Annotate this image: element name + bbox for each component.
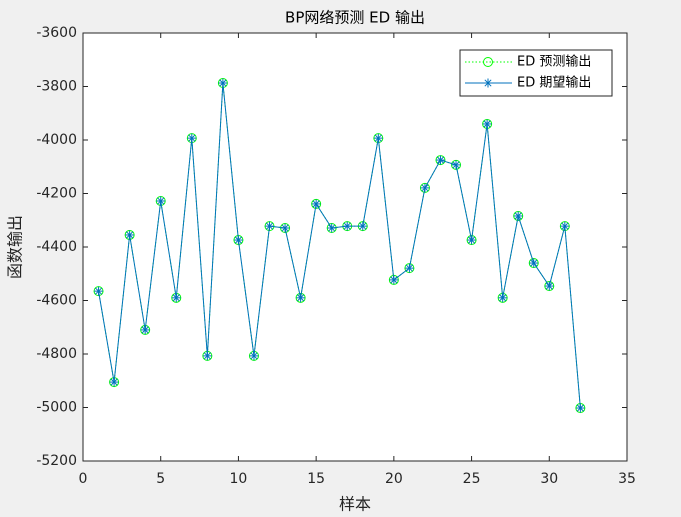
marker: [404, 263, 414, 273]
marker-stroke: [312, 200, 320, 208]
marker: [373, 133, 383, 143]
x-tick-label: 10: [230, 471, 248, 487]
y-tick-label: -5200: [36, 453, 77, 469]
marker: [327, 223, 337, 233]
marker-stroke: [374, 134, 382, 142]
marker: [218, 78, 228, 88]
marker: [482, 119, 492, 129]
legend: ED 预测输出 ED 期望输出: [459, 49, 613, 97]
marker: [575, 403, 585, 413]
x-tick-label: 5: [156, 471, 165, 487]
marker-stroke: [405, 264, 413, 272]
marker-stroke: [250, 352, 258, 360]
marker: [94, 286, 104, 296]
marker-stroke: [297, 294, 305, 302]
marker: [296, 293, 306, 303]
marker: [233, 235, 243, 245]
marker-stroke: [219, 79, 227, 87]
marker-stroke: [452, 161, 460, 169]
x-tick-label: 35: [618, 471, 636, 487]
marker-stroke: [188, 134, 196, 142]
y-tick-label: -4400: [36, 239, 77, 255]
x-tick-label: 20: [385, 471, 403, 487]
marker-stroke: [576, 404, 584, 412]
marker-stroke: [203, 352, 211, 360]
marker: [171, 293, 181, 303]
marker-stroke: [514, 212, 522, 220]
marker-stroke: [281, 224, 289, 232]
marker-stroke: [265, 222, 274, 230]
marker-stroke: [359, 222, 367, 230]
marker: [529, 258, 539, 268]
marker: [544, 281, 554, 291]
marker-stroke: [390, 276, 398, 284]
marker: [249, 351, 259, 361]
marker-stroke: [343, 222, 351, 230]
marker: [140, 325, 150, 335]
marker: [451, 160, 461, 170]
marker-stroke: [126, 231, 134, 239]
y-tick-label: -5000: [36, 400, 77, 416]
plot-area: [83, 33, 627, 461]
marker: [435, 155, 445, 165]
marker-stroke: [157, 197, 165, 205]
marker-stroke: [436, 156, 445, 164]
marker: [467, 235, 477, 245]
marker: [280, 223, 290, 233]
x-axis-label: 样本: [339, 495, 371, 514]
marker: [498, 293, 508, 303]
marker-stroke: [530, 259, 538, 267]
legend-box: [459, 49, 613, 97]
legend-label: ED 预测输出: [517, 54, 591, 70]
marker: [187, 133, 197, 143]
marker: [125, 230, 135, 240]
series-line: [98, 82, 581, 409]
marker-stroke: [95, 287, 103, 295]
marker-stroke: [141, 326, 149, 334]
marker: [109, 377, 119, 387]
marker-stroke: [499, 294, 507, 302]
marker: [202, 351, 212, 361]
chart-title: BP网络预测 ED 输出: [285, 9, 425, 27]
marker-stroke: [421, 184, 429, 192]
x-tick-label: 0: [79, 471, 88, 487]
marker: [342, 221, 352, 231]
marker-stroke: [328, 224, 336, 232]
y-tick-label: -4000: [36, 132, 77, 148]
marker: [265, 221, 275, 231]
marker-stroke: [484, 79, 492, 87]
legend-label: ED 期望输出: [517, 75, 591, 91]
marker: [483, 78, 493, 88]
y-tick-label: -3800: [36, 79, 77, 95]
x-tick-label: 25: [463, 471, 481, 487]
marker: [513, 211, 523, 221]
y-tick-label: -3600: [36, 25, 77, 41]
y-tick-label: -4800: [36, 346, 77, 362]
marker-stroke: [545, 282, 553, 290]
x-tick-label: 30: [540, 471, 558, 487]
marker-stroke: [561, 222, 569, 230]
marker-stroke: [110, 378, 118, 386]
marker: [311, 199, 321, 209]
marker: [483, 57, 493, 67]
marker: [156, 196, 166, 206]
marker: [420, 183, 430, 193]
y-tick-label: -4200: [36, 186, 77, 202]
marker: [389, 275, 399, 285]
marker-stroke: [172, 294, 180, 302]
marker: [560, 221, 570, 231]
y-tick-label: -4600: [36, 293, 77, 309]
y-axis-label: 函数输出: [6, 215, 25, 279]
x-tick-label: 15: [307, 471, 325, 487]
marker-stroke: [468, 236, 476, 244]
marker-stroke: [234, 236, 242, 244]
marker: [358, 221, 368, 231]
marker-stroke: [483, 120, 491, 128]
